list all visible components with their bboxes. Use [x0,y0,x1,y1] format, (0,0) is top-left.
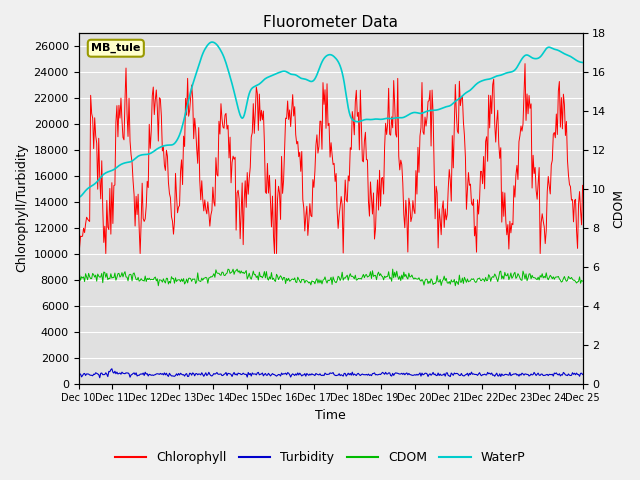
Y-axis label: CDOM: CDOM [612,189,625,228]
Y-axis label: Chlorophyll/Turbidity: Chlorophyll/Turbidity [15,144,28,272]
Legend: Chlorophyll, Turbidity, CDOM, WaterP: Chlorophyll, Turbidity, CDOM, WaterP [109,446,531,469]
Text: MB_tule: MB_tule [91,43,141,53]
Title: Fluorometer Data: Fluorometer Data [263,15,398,30]
X-axis label: Time: Time [315,409,346,422]
